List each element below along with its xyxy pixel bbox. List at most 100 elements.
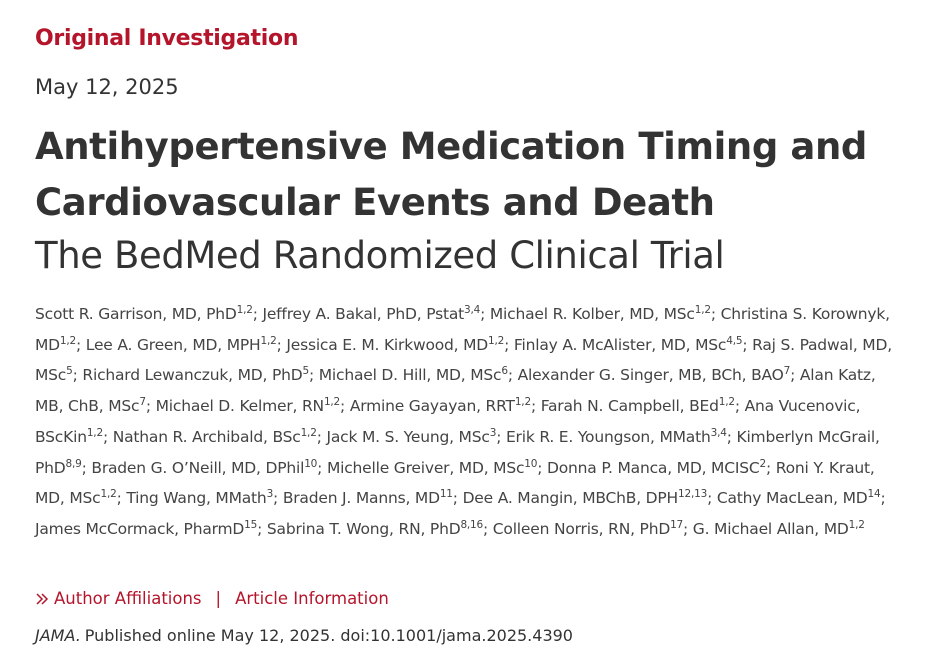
author-affiliation-ref: 11 — [439, 488, 453, 501]
author-separator: ; — [707, 489, 713, 508]
link-separator: | — [215, 589, 222, 608]
author: Kimberlyn McGrail, PhD8,9; — [35, 428, 880, 477]
author-name: Michael D. Hill, MD, MSc — [318, 366, 502, 385]
author: Michael R. Kolber, MD, MSc1,2; — [490, 305, 716, 323]
author-affiliation-ref: 17 — [670, 518, 684, 531]
author: Lee A. Green, MD, MPH1,2; — [85, 334, 282, 354]
author-affiliation-ref: 1,2 — [100, 488, 117, 501]
author-name: Scott R. Garrison, MD, PhD — [35, 305, 237, 323]
author-separator: ; — [316, 427, 322, 446]
author: Christina S. Korownyk, MD1,2; — [35, 305, 890, 354]
title-line: Cardiovascular Events and Death — [35, 181, 715, 224]
author-affiliation-ref: 3,4 — [464, 304, 481, 316]
author: James McCormack, PharmD15; — [35, 520, 262, 538]
author: Jeffrey A. Bakal, PhD, Pstat3,4; — [262, 305, 485, 323]
author: Michael D. Kelmer, RN1,2; — [155, 396, 346, 416]
author-name: Colleen Norris, RN, PhD — [492, 519, 671, 538]
author-separator: ; — [734, 397, 740, 416]
author-name: Jack M. S. Yeung, MSc — [326, 427, 490, 446]
author: Sabrina T. Wong, RN, PhD8,16; — [267, 520, 488, 538]
kicker: Original Investigation — [35, 26, 299, 51]
author-affiliation-ref: 10 — [524, 457, 538, 470]
citation: JAMA. Published online May 12, 2025. doi:… — [35, 626, 573, 645]
author-affiliation-ref: 8,9 — [65, 457, 82, 470]
author-affiliation-ref: 1,2 — [59, 334, 77, 347]
author: Donna P. Manca, MD, MCISC2; — [547, 457, 771, 477]
author: Jessica E. M. Kirkwood, MD1,2; — [286, 334, 510, 354]
author: Michael D. Hill, MD, MSc6; — [319, 366, 513, 384]
author-name: Ting Wang, MMath — [126, 489, 267, 508]
author-separator: ; — [276, 335, 282, 354]
author-name: Jessica E. M. Kirkwood, MD — [286, 335, 489, 354]
author-affiliation-ref: 1,2 — [848, 518, 865, 531]
author: Alexander G. Singer, MB, BCh, BAO7; — [518, 366, 796, 384]
author-affiliation-ref: 15 — [244, 518, 258, 531]
author-separator: ; — [765, 458, 771, 477]
author-name: Richard Lewanczuk, MD, PhD — [82, 366, 303, 385]
author-separator: ; — [81, 458, 87, 477]
author-separator: ; — [273, 489, 279, 508]
author-separator: ; — [116, 489, 122, 508]
author-separator: ; — [252, 305, 258, 323]
author-affiliation-ref: 5 — [302, 365, 309, 378]
author-affiliation-ref: 4,5 — [726, 334, 743, 347]
author: Braden J. Manns, MD11; — [283, 489, 458, 507]
author-affiliation-ref: 3 — [489, 426, 497, 439]
author-affiliation-ref: 1,2 — [236, 304, 253, 316]
author-name: Michael D. Kelmer, RN — [155, 397, 325, 416]
author-separator: ; — [726, 427, 732, 446]
author-separator: ; — [710, 305, 716, 323]
publish-date: May 12, 2025 — [35, 75, 179, 99]
author-affiliation-ref: 1,2 — [323, 396, 341, 409]
author-name: Lee A. Green, MD, MPH — [85, 335, 261, 354]
author-separator: ; — [537, 458, 543, 477]
article-information-link[interactable]: Article Information — [235, 589, 389, 608]
author-name: Alan Katz, MB, ChB, MSc — [35, 366, 876, 416]
author: Erik R. E. Youngson, MMath3,4; — [506, 428, 732, 446]
author: Richard Lewanczuk, MD, PhD5; — [82, 366, 314, 384]
article-title: Antihypertensive Medication Timing and C… — [35, 119, 915, 231]
author-name: Erik R. E. Youngson, MMath — [505, 427, 711, 446]
author-affiliation-ref: 1,2 — [260, 334, 277, 347]
author-name: Sabrina T. Wong, RN, PhD — [266, 519, 461, 538]
author-name: Jeffrey A. Bakal, PhD, Pstat — [262, 305, 464, 323]
author-separator: ; — [340, 397, 346, 416]
author: Cathy MacLean, MD14; — [717, 489, 886, 507]
author-affiliations-link[interactable]: Author Affiliations — [54, 589, 202, 608]
author-affiliation-ref: 1,2 — [488, 334, 505, 347]
author-separator: ; — [683, 519, 689, 538]
author-affiliation-ref: 1,2 — [300, 426, 317, 439]
author-name: Cathy MacLean, MD — [716, 489, 868, 508]
author-separator: ; — [507, 366, 513, 385]
article-links: Author Affiliations | Article Informatio… — [35, 589, 389, 608]
author: Dee A. Mangin, MBChB, DPH12,13; — [463, 489, 713, 507]
author-separator: ; — [504, 335, 510, 354]
author-separator: ; — [880, 489, 886, 508]
author-separator: ; — [308, 366, 314, 385]
chevron-icon — [36, 592, 49, 605]
author-name: Michael R. Kolber, MD, MSc — [489, 305, 695, 323]
author-affiliation-ref: 12,13 — [678, 488, 708, 501]
author-affiliation-ref: 10 — [304, 457, 318, 470]
author-name: Farah N. Campbell, BEd — [540, 397, 719, 416]
author: Alan Katz, MB, ChB, MSc7; — [35, 366, 876, 415]
author-separator: ; — [317, 458, 323, 477]
author: Nathan R. Archibald, BSc1,2; — [113, 428, 322, 446]
citation-text: Published online May 12, 2025. doi:10.10… — [84, 626, 573, 645]
author-affiliation-ref: 2 — [759, 457, 766, 470]
author-name: Michelle Greiver, MD, MSc — [326, 458, 525, 477]
author-name: Kimberlyn McGrail, PhD — [35, 427, 880, 477]
author-name: Finlay A. McAlister, MD, MSc — [513, 335, 727, 354]
author-affiliation-ref: 7 — [783, 365, 791, 378]
author-name: James McCormack, PharmD — [35, 519, 245, 538]
author-separator: ; — [72, 366, 78, 385]
author-affiliation-ref: 6 — [501, 365, 508, 378]
author-name: Raj S. Padwal, MD, MSc — [35, 335, 892, 385]
author-affiliation-ref: 5 — [66, 365, 73, 378]
author-separator: ; — [76, 335, 82, 354]
title-line: Antihypertensive Medication Timing and — [35, 125, 868, 168]
author-separator: ; — [102, 427, 108, 446]
author-affiliation-ref: 1,2 — [86, 426, 103, 439]
author-separator: ; — [742, 335, 748, 354]
author-separator: ; — [496, 427, 502, 446]
